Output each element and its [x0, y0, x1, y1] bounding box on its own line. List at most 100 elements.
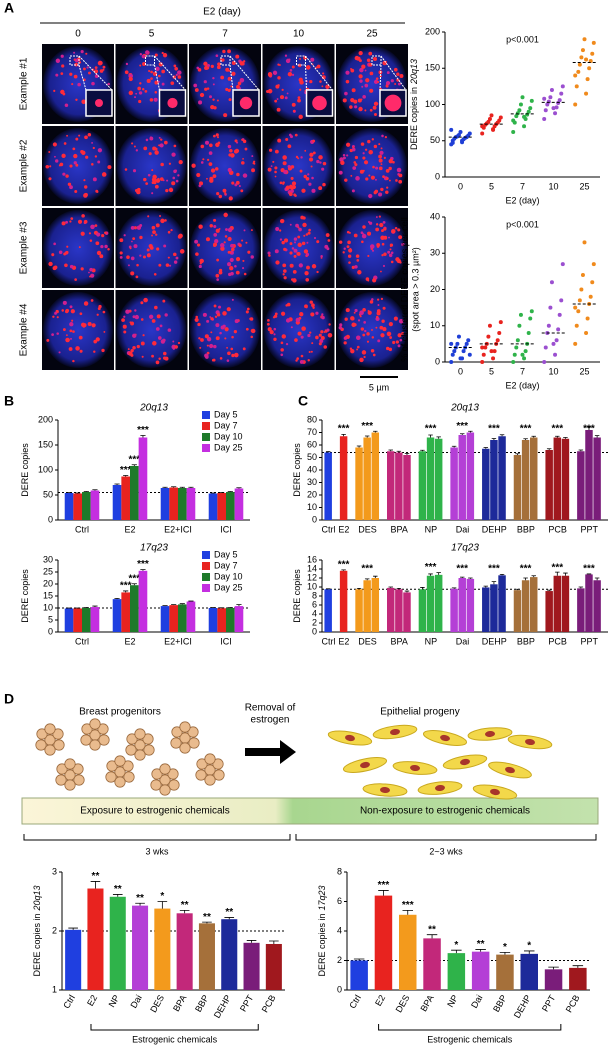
spot	[69, 305, 73, 309]
x-tick-label: PPT	[540, 993, 558, 1014]
data-point	[590, 280, 595, 285]
spot	[64, 263, 68, 268]
spot	[274, 175, 277, 178]
bar	[178, 488, 187, 520]
spot	[241, 138, 244, 141]
spot	[380, 270, 382, 273]
spot	[379, 222, 384, 228]
spot	[95, 337, 100, 342]
spot	[357, 98, 362, 103]
spot	[96, 232, 101, 237]
spot	[159, 214, 162, 217]
spot	[80, 50, 84, 54]
spot	[78, 335, 83, 340]
spot	[61, 309, 65, 312]
spot	[66, 245, 69, 248]
spot	[225, 228, 228, 231]
error-bar	[459, 576, 465, 578]
spot	[177, 70, 182, 75]
spot	[300, 156, 303, 159]
spot	[281, 88, 284, 91]
row-label: Example #4	[19, 303, 30, 356]
x-tick-label: NP	[445, 993, 460, 1009]
spot	[59, 162, 64, 167]
spot	[155, 178, 161, 183]
spot	[142, 255, 146, 259]
spot	[214, 167, 219, 171]
spot	[318, 333, 322, 337]
spot	[396, 72, 400, 76]
nucleus	[190, 128, 260, 204]
spot	[153, 97, 158, 102]
y-tick-label: 8	[312, 590, 317, 600]
spot	[235, 54, 240, 59]
spot	[215, 142, 220, 148]
data-point	[529, 309, 534, 314]
roi-link	[305, 55, 333, 91]
x-tick-label: NP	[425, 636, 438, 646]
spot	[388, 253, 393, 258]
spot	[79, 312, 83, 316]
progenitor-cell	[122, 760, 134, 772]
y-tick-label: 10	[307, 581, 317, 591]
y-tick-label: 100	[425, 99, 440, 109]
spot	[272, 160, 275, 163]
spot	[346, 230, 350, 234]
x-tick-label: BPA	[391, 524, 408, 534]
spot	[233, 149, 239, 154]
error-bar	[68, 927, 78, 930]
spot	[339, 157, 344, 162]
significance: *	[503, 942, 507, 953]
nucleus	[43, 210, 113, 286]
x-tick-label: BBP	[193, 993, 211, 1014]
spot	[371, 336, 375, 339]
spot	[297, 331, 302, 336]
spot	[219, 243, 225, 248]
spot	[128, 264, 130, 267]
error-bar	[436, 572, 441, 575]
spot	[203, 80, 207, 84]
spot	[212, 174, 217, 178]
spot	[206, 64, 211, 68]
spot	[359, 79, 363, 83]
spot	[226, 307, 231, 312]
spot	[360, 142, 365, 146]
spot	[372, 105, 377, 110]
spot	[282, 263, 287, 268]
bar	[265, 943, 282, 990]
spot	[80, 231, 85, 236]
y-tick-label: 10	[43, 602, 53, 612]
spot	[364, 329, 367, 333]
roi-link	[229, 55, 260, 91]
spot	[298, 227, 302, 232]
bar	[544, 969, 563, 990]
spot	[349, 347, 353, 350]
spot	[301, 216, 305, 220]
epithelial-nucleus	[485, 730, 495, 738]
spot	[65, 220, 69, 224]
spot	[154, 90, 158, 94]
data-point	[584, 91, 589, 96]
spot	[216, 99, 219, 102]
spot	[375, 223, 379, 226]
spot	[245, 241, 248, 244]
data-point	[449, 127, 454, 132]
spot	[370, 348, 375, 353]
inset-spot	[167, 97, 178, 109]
x-tick-label: E2	[124, 524, 135, 534]
spot	[289, 69, 293, 72]
x-tick-label: Dai	[456, 524, 470, 534]
spot	[83, 192, 88, 197]
spot	[202, 312, 207, 317]
bar	[234, 606, 244, 632]
spot	[296, 357, 299, 360]
x-tick-label: BBP	[491, 993, 509, 1014]
inset-spot	[312, 95, 327, 111]
spot	[380, 163, 383, 166]
spot	[245, 310, 249, 314]
spot	[299, 57, 301, 60]
error-bar	[202, 921, 212, 924]
diagram-label: 2~3 wks	[429, 846, 463, 856]
spot	[242, 173, 248, 178]
inset	[379, 89, 407, 117]
